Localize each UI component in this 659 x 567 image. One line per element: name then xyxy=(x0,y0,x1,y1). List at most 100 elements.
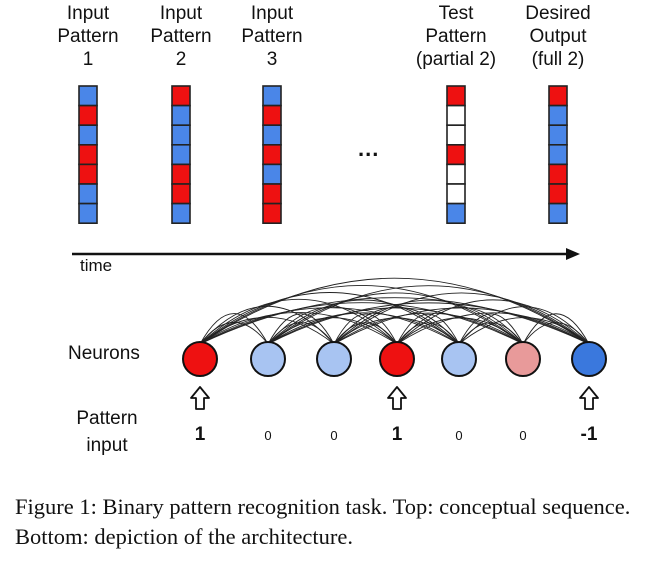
pattern-cell xyxy=(78,104,98,126)
connection-arc xyxy=(396,299,590,345)
connection-arc xyxy=(396,312,590,345)
pattern-cell xyxy=(446,202,466,225)
input-arrow-icon xyxy=(190,386,210,410)
input-arrow-icon xyxy=(387,386,407,410)
input-arrow-icon xyxy=(579,386,599,410)
ellipsis: ... xyxy=(358,136,380,161)
pattern-cell xyxy=(446,85,466,107)
pattern-input-value: 0 xyxy=(264,428,272,443)
pattern-cell xyxy=(78,202,98,225)
pattern-cell xyxy=(171,144,191,166)
neuron xyxy=(441,341,477,377)
column-label-line: Pattern xyxy=(241,26,303,47)
pattern-columns xyxy=(78,85,568,225)
pattern-cell xyxy=(78,85,98,107)
pattern-cell xyxy=(171,183,191,205)
column-label-line: 2 xyxy=(175,49,187,70)
time-axis xyxy=(72,248,580,260)
pattern-cell xyxy=(548,144,568,166)
column-label-line: 3 xyxy=(266,49,278,70)
column-label-line: Input xyxy=(66,3,110,24)
pattern-cell xyxy=(262,183,282,205)
connection-arc xyxy=(199,298,398,345)
connection-arc xyxy=(458,317,590,345)
pattern-cell xyxy=(171,202,191,225)
connection-arc xyxy=(396,322,460,345)
neuron xyxy=(316,341,352,377)
neurons-label: Neurons xyxy=(68,343,140,364)
time-arrow-head xyxy=(566,248,580,260)
pattern-cell xyxy=(171,163,191,185)
column-label-line: (partial 2) xyxy=(415,49,497,70)
column-label-line: Output xyxy=(529,26,587,47)
connection-arc xyxy=(267,302,590,345)
pattern-cell xyxy=(262,202,282,225)
connection-arc xyxy=(199,313,269,345)
pattern-cell xyxy=(262,85,282,107)
neuron-connections xyxy=(199,277,590,345)
pattern-cell xyxy=(171,124,191,146)
pattern-cell xyxy=(548,163,568,185)
connection-arc xyxy=(267,285,590,345)
connection-arc xyxy=(333,292,590,345)
connection-arc xyxy=(199,312,398,345)
neuron xyxy=(250,341,286,377)
pattern-input-value: 1 xyxy=(391,424,403,445)
column-label-line: Pattern xyxy=(57,26,119,47)
connection-arc xyxy=(267,299,460,345)
pattern-cell xyxy=(262,163,282,185)
pattern-cell xyxy=(78,163,98,185)
connection-arc xyxy=(458,322,524,345)
pattern-cell xyxy=(78,124,98,146)
neuron xyxy=(571,341,607,377)
pattern-cell xyxy=(262,124,282,146)
figure-caption: Figure 1: Binary pattern recognition tas… xyxy=(15,494,631,549)
pattern-cell xyxy=(171,104,191,126)
connection-arc xyxy=(267,292,524,345)
connection-arc xyxy=(458,313,524,345)
column-label: Desired Output (full 2) xyxy=(503,2,613,71)
column-label-line: Desired xyxy=(525,3,591,24)
connection-arc xyxy=(267,312,460,345)
pattern-cell xyxy=(78,144,98,166)
column-label: Input Pattern 1 xyxy=(33,2,143,71)
pattern-cell xyxy=(548,124,568,146)
connection-arc xyxy=(199,277,590,345)
connection-arc xyxy=(267,313,335,345)
pattern-cell xyxy=(446,124,466,146)
pattern-cell xyxy=(262,144,282,166)
connection-arc xyxy=(199,297,590,345)
column-label-line: Input xyxy=(159,3,203,24)
column-label-line: Pattern xyxy=(150,26,212,47)
connection-arc xyxy=(522,322,590,345)
pattern-cell xyxy=(262,104,282,126)
pattern-input-value: -1 xyxy=(580,424,598,445)
neuron xyxy=(505,341,541,377)
pattern-input-label-line: Pattern xyxy=(76,408,138,429)
column-label-line: Pattern xyxy=(425,26,487,47)
neuron-row xyxy=(182,341,607,377)
column-label-line: Test xyxy=(438,3,474,24)
pattern-cell xyxy=(446,104,466,126)
pattern-cell xyxy=(446,163,466,185)
column-label: Test Pattern (partial 2) xyxy=(401,2,511,71)
connection-arc xyxy=(333,307,590,345)
connection-arc xyxy=(522,313,590,345)
pattern-input-value: 0 xyxy=(455,428,463,443)
pattern-input-value: 1 xyxy=(194,424,206,445)
connection-arc xyxy=(333,299,524,345)
connection-arc xyxy=(333,312,524,345)
pattern-input-label: Pattern input xyxy=(62,405,152,459)
input-arrows xyxy=(190,386,599,410)
time-label: time xyxy=(80,256,113,275)
pattern-input-label-line: input xyxy=(86,435,128,456)
neuron xyxy=(182,341,218,377)
connection-arc xyxy=(199,292,460,345)
pattern-cell xyxy=(548,104,568,126)
pattern-cell xyxy=(171,85,191,107)
pattern-cell xyxy=(446,183,466,205)
pattern-cell xyxy=(548,85,568,107)
column-label-line: 1 xyxy=(82,49,94,70)
connection-arc xyxy=(396,313,460,345)
